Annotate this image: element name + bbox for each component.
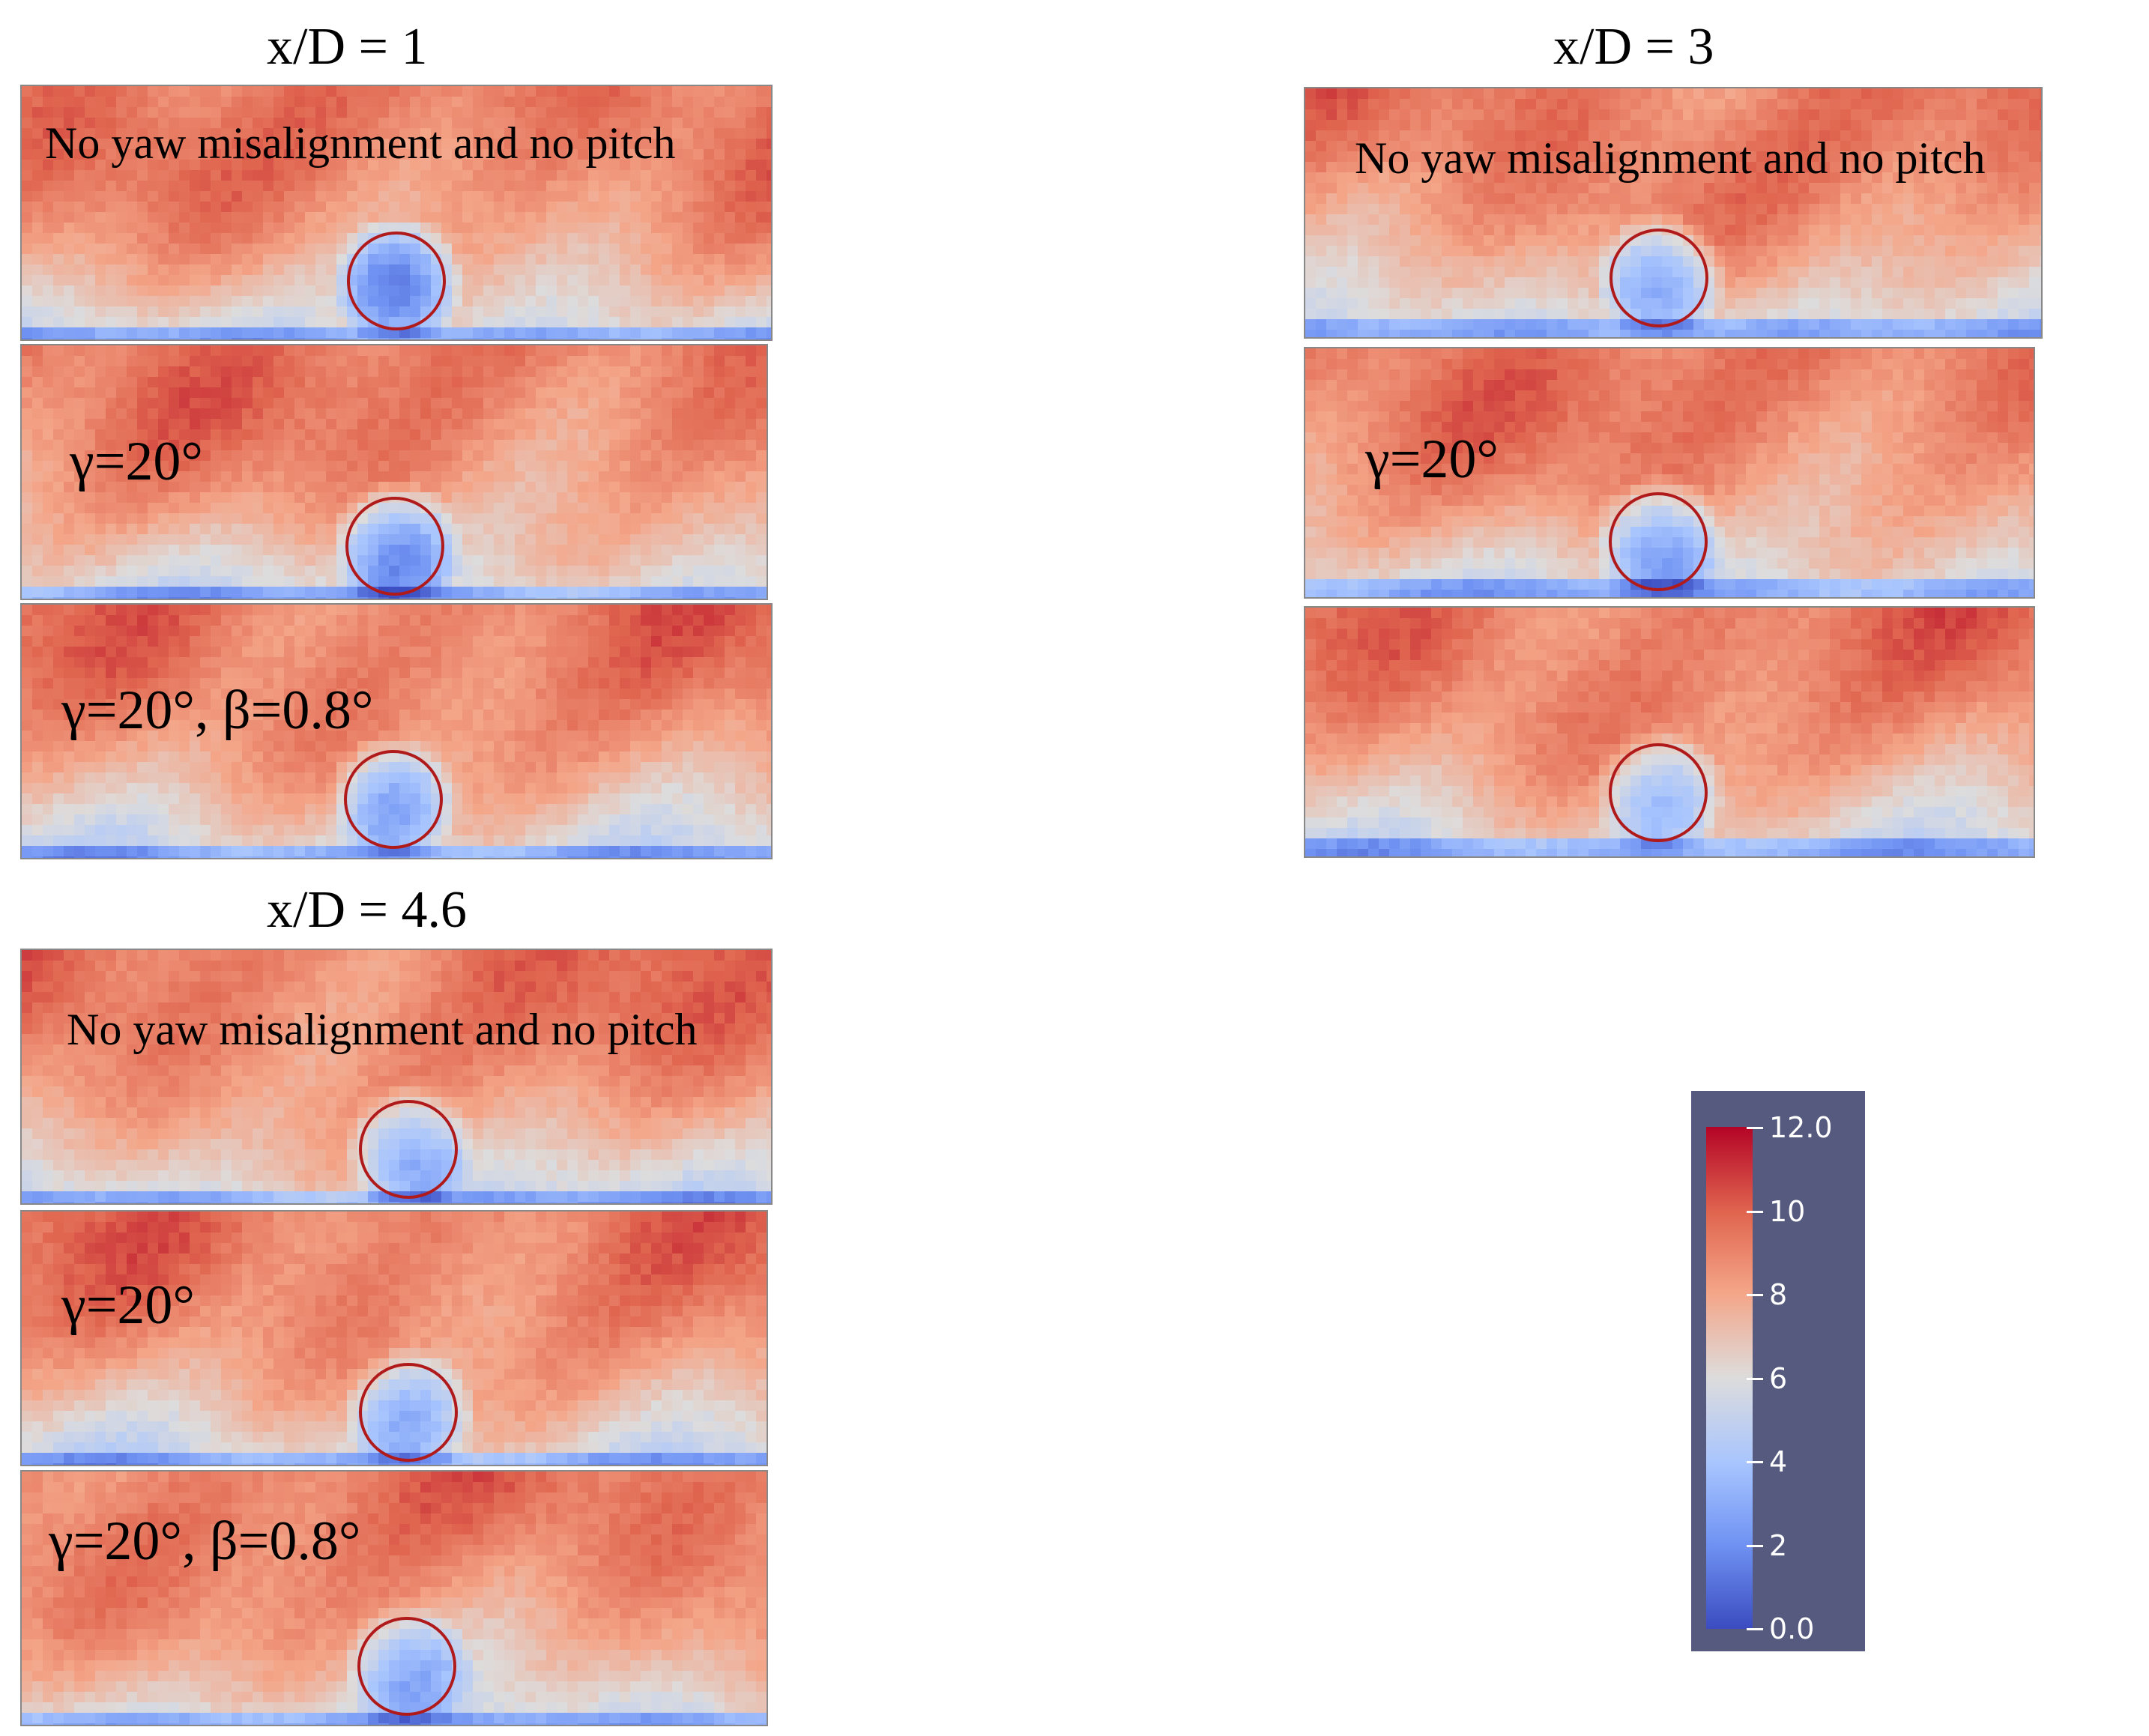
colorbar-tick-label: 8 [1769, 1278, 1788, 1311]
rotor-outline [1609, 492, 1708, 591]
panel-case-label: γ=20° [61, 1274, 196, 1336]
colorbar-tick-label: 10 [1769, 1195, 1806, 1228]
panel-xd46-yaw: γ=20° [20, 1210, 768, 1466]
velocity-field [20, 85, 773, 341]
colorbar-tick [1747, 1628, 1763, 1630]
panel-xd1-yaw: γ=20° [20, 344, 768, 600]
colorbar-tick [1747, 1127, 1763, 1129]
colorbar-tick-label: 6 [1769, 1362, 1788, 1395]
panel-case-label: γ=20° [70, 431, 204, 492]
colorbar-tick [1747, 1294, 1763, 1296]
colorbar-gradient [1706, 1127, 1753, 1629]
rotor-outline [359, 1100, 458, 1199]
velocity-field [20, 344, 768, 600]
colorbar: 12.0 10 8 6 4 2 0.0 [1691, 1091, 1865, 1651]
colorbar-tick [1747, 1378, 1763, 1380]
rotor-outline [359, 1363, 458, 1462]
velocity-field [1304, 87, 2043, 339]
panel-xd46-yaw-pitch: γ=20°, β=0.8° [20, 1470, 768, 1726]
colorbar-tick [1747, 1545, 1763, 1547]
panel-xd3-baseline: No yaw misalignment and no pitch [1304, 87, 2043, 339]
panel-xd3-yaw: γ=20° [1304, 347, 2035, 599]
panel-xd1-yaw-pitch: γ=20°, β=0.8° [20, 603, 773, 859]
panel-xd46-baseline: No yaw misalignment and no pitch [20, 949, 773, 1205]
panel-case-label: No yaw misalignment and no pitch [1355, 133, 1986, 183]
rotor-outline [347, 232, 446, 330]
velocity-field [20, 603, 773, 859]
rotor-outline [357, 1617, 456, 1716]
velocity-field [1304, 347, 2035, 599]
panel-case-label: γ=20°, β=0.8° [49, 1510, 361, 1572]
colorbar-tick-label: 4 [1769, 1445, 1788, 1478]
panel-case-label: No yaw misalignment and no pitch [67, 1005, 698, 1054]
colorbar-tick [1747, 1461, 1763, 1463]
rotor-outline [1610, 229, 1708, 327]
colorbar-tick-label: 12.0 [1769, 1111, 1833, 1144]
panel-xd1-baseline: No yaw misalignment and no pitch [20, 85, 773, 341]
rotor-outline [1609, 743, 1708, 842]
panel-xd3-yaw-pitch [1304, 606, 2035, 858]
group-title-xd1: x/D = 1 [267, 18, 428, 76]
velocity-field [20, 1210, 768, 1466]
velocity-field [20, 949, 773, 1205]
colorbar-tick [1747, 1211, 1763, 1213]
panel-case-label: No yaw misalignment and no pitch [45, 118, 676, 168]
group-title-xd3: x/D = 3 [1553, 18, 1714, 76]
colorbar-tick-label: 2 [1769, 1529, 1788, 1562]
panel-case-label: γ=20° [1365, 429, 1499, 490]
panel-case-label: γ=20°, β=0.8° [61, 680, 374, 741]
colorbar-tick-label: 0.0 [1769, 1612, 1815, 1645]
rotor-outline [345, 497, 444, 596]
group-title-xd46: x/D = 4.6 [267, 881, 467, 939]
velocity-field [1304, 606, 2035, 858]
rotor-outline [344, 750, 443, 849]
